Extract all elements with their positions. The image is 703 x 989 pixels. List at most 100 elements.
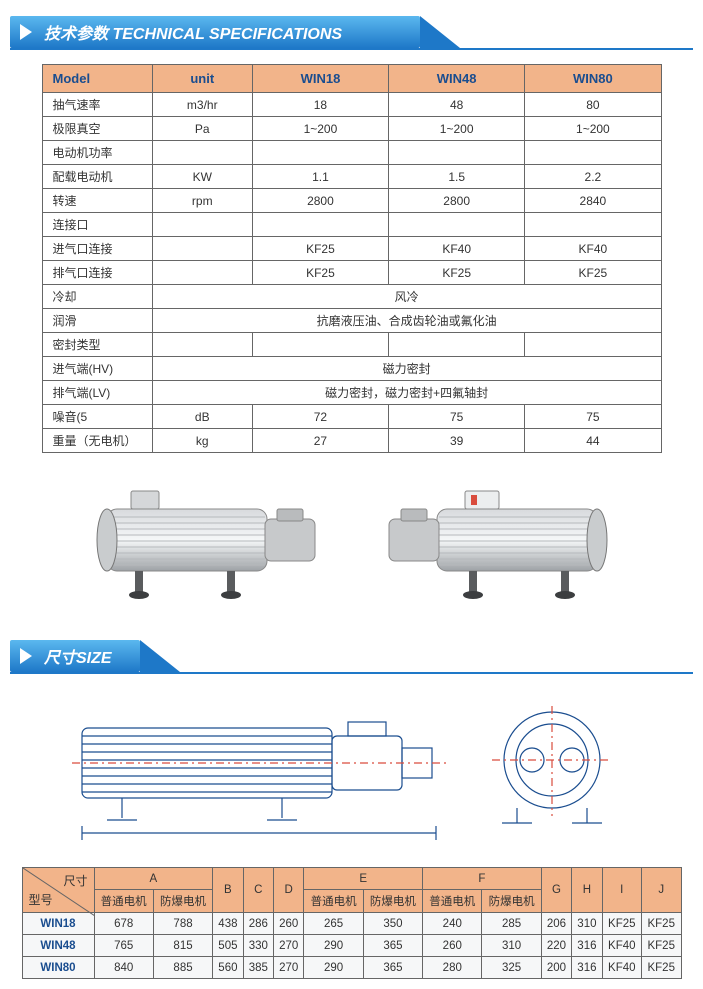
spec-value-cell: 2800 (252, 189, 388, 213)
size-value-cell: 678 (94, 913, 153, 935)
sub-E-ex: 防爆电机 (363, 890, 422, 913)
spec-header-rule (10, 48, 693, 50)
size-value-cell: 365 (363, 935, 422, 957)
spec-row: 噪音(5dB727575 (42, 405, 661, 429)
spec-row-label: 排气端(LV) (42, 381, 152, 405)
spec-unit-cell (152, 213, 252, 237)
col-D: D (274, 868, 304, 913)
spec-value-cell (252, 141, 388, 165)
spec-value-cell: KF25 (252, 261, 388, 285)
size-value-cell: 438 (213, 913, 243, 935)
col-unit: unit (152, 65, 252, 93)
spec-value-cell: 1~200 (525, 117, 661, 141)
size-value-cell: 350 (363, 913, 422, 935)
size-value-cell: 206 (541, 913, 571, 935)
size-table: 尺寸 型号 A B C D E F G H I J 普通电机 防爆电机 普通电机… (22, 867, 682, 979)
size-value-cell: 316 (572, 957, 602, 979)
spec-unit-cell: kg (152, 429, 252, 453)
spec-row-label: 进气口连接 (42, 237, 152, 261)
spec-row-label: 重量（无电机） (42, 429, 152, 453)
spec-value-cell (525, 213, 661, 237)
spec-row-label: 噪音(5 (42, 405, 152, 429)
spec-span-cell: 磁力密封 (152, 357, 661, 381)
size-value-cell: 560 (213, 957, 243, 979)
col-A: A (94, 868, 213, 890)
spec-row: 抽气速率m3/hr184880 (42, 93, 661, 117)
triangle-icon (20, 24, 32, 40)
pump-image-left (87, 471, 337, 616)
spec-value-cell: KF40 (525, 237, 661, 261)
spec-row-label: 连接口 (42, 213, 152, 237)
size-row: WIN80840885560385270290365280325200316KF… (22, 957, 681, 979)
size-value-cell: 286 (243, 913, 273, 935)
spec-row: 极限真空Pa1~2001~2001~200 (42, 117, 661, 141)
size-value-cell: 325 (482, 957, 541, 979)
spec-value-cell: 1.5 (389, 165, 525, 189)
size-value-cell: 815 (153, 935, 212, 957)
size-value-cell: KF25 (641, 957, 681, 979)
size-value-cell: KF40 (602, 957, 641, 979)
size-header-title: 尺寸SIZE (44, 644, 112, 668)
spec-row-label: 配载电动机 (42, 165, 152, 189)
size-value-cell: 385 (243, 957, 273, 979)
pump-image-row (10, 471, 693, 616)
col-B: B (213, 868, 243, 913)
spec-unit-cell: rpm (152, 189, 252, 213)
col-G: G (541, 868, 571, 913)
size-row: WIN48765815505330270290365260310220316KF… (22, 935, 681, 957)
spec-value-cell: KF40 (389, 237, 525, 261)
col-C: C (243, 868, 273, 913)
size-value-cell: 200 (541, 957, 571, 979)
size-value-cell: KF40 (602, 935, 641, 957)
spec-value-cell: 2800 (389, 189, 525, 213)
spec-row: 排气口连接KF25KF25KF25 (42, 261, 661, 285)
spec-table-body: 抽气速率m3/hr184880极限真空Pa1~2001~2001~200电动机功… (42, 93, 661, 453)
spec-unit-cell (152, 333, 252, 357)
spec-unit-cell: dB (152, 405, 252, 429)
spec-table-head: Model unit WIN18 WIN48 WIN80 (42, 65, 661, 93)
col-win48: WIN48 (389, 65, 525, 93)
col-J: J (641, 868, 681, 913)
size-value-cell: KF25 (641, 913, 681, 935)
col-E: E (304, 868, 423, 890)
size-diag-cell: 尺寸 型号 (22, 868, 94, 913)
spec-span-cell: 风冷 (152, 285, 661, 309)
spec-value-cell (252, 213, 388, 237)
diag-top: 尺寸 (63, 872, 87, 889)
size-table-body: WIN18678788438286260265350240285206310KF… (22, 913, 681, 979)
spec-unit-cell (152, 237, 252, 261)
spec-row: 冷却风冷 (42, 285, 661, 309)
size-value-cell: 270 (274, 957, 304, 979)
spec-row-label: 润滑 (42, 309, 152, 333)
spec-header-bar: 技术参数 TECHNICAL SPECIFICATIONS (10, 16, 420, 48)
spec-span-cell: 磁力密封，磁力密封+四氟轴封 (152, 381, 661, 405)
spec-row-label: 排气口连接 (42, 261, 152, 285)
size-value-cell: 885 (153, 957, 212, 979)
spec-unit-cell: Pa (152, 117, 252, 141)
spec-unit-cell: m3/hr (152, 93, 252, 117)
spec-row-label: 电动机功率 (42, 141, 152, 165)
pump-image-right (367, 471, 617, 616)
col-win18: WIN18 (252, 65, 388, 93)
size-model-cell: WIN80 (22, 957, 94, 979)
spec-value-cell: 72 (252, 405, 388, 429)
triangle-icon (20, 648, 32, 664)
spec-row: 电动机功率 (42, 141, 661, 165)
size-value-cell: 265 (304, 913, 363, 935)
spec-header-title: 技术参数 TECHNICAL SPECIFICATIONS (44, 20, 342, 44)
dimension-drawing (52, 688, 652, 853)
col-I: I (602, 868, 641, 913)
size-value-cell: 290 (304, 935, 363, 957)
size-value-cell: KF25 (602, 913, 641, 935)
spec-value-cell (525, 141, 661, 165)
size-value-cell: 260 (423, 935, 482, 957)
size-value-cell: 365 (363, 957, 422, 979)
spec-row-label: 极限真空 (42, 117, 152, 141)
spec-value-cell (252, 333, 388, 357)
spec-value-cell: KF25 (252, 237, 388, 261)
spec-value-cell: 75 (389, 405, 525, 429)
size-value-cell: 290 (304, 957, 363, 979)
spec-row-label: 进气端(HV) (42, 357, 152, 381)
spec-value-cell: 1~200 (252, 117, 388, 141)
spec-unit-cell (152, 261, 252, 285)
